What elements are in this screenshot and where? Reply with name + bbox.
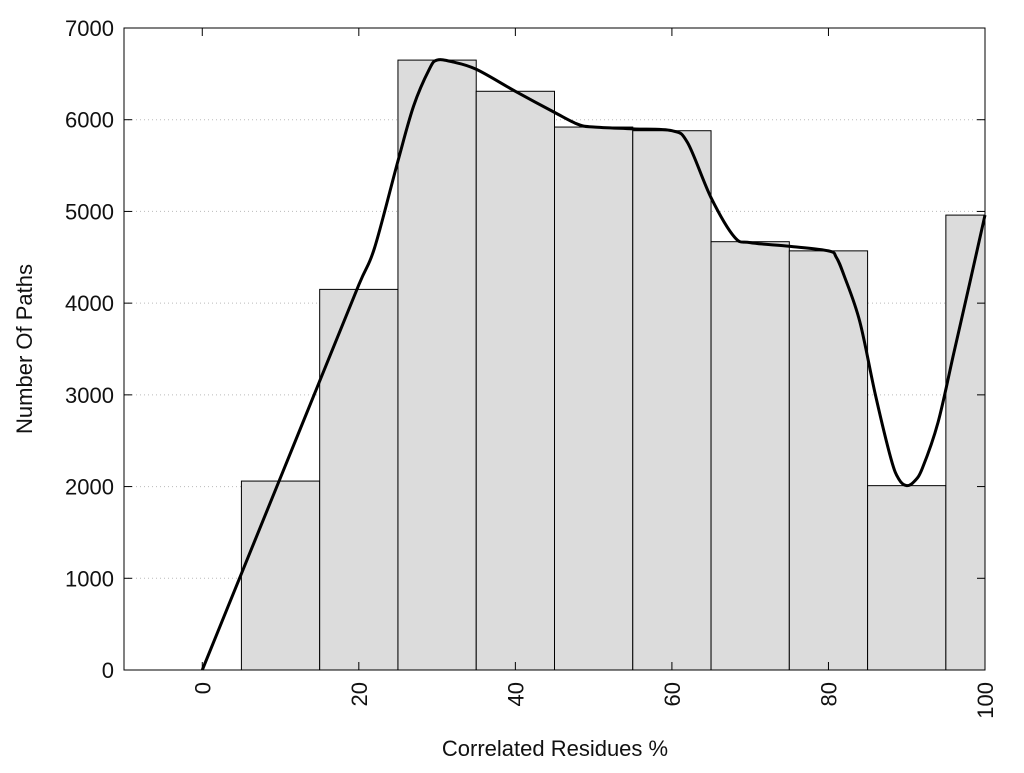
histogram-bar bbox=[475, 90, 555, 671]
histogram-bar bbox=[240, 480, 321, 671]
histogram-bar bbox=[710, 241, 790, 671]
y-axis-label: Number Of Paths bbox=[12, 264, 37, 434]
x-tick-label: 80 bbox=[816, 682, 841, 706]
y-tick-label: 7000 bbox=[65, 16, 114, 41]
x-tick-label: 60 bbox=[660, 682, 685, 706]
y-tick-label: 6000 bbox=[65, 108, 114, 133]
histogram-bar bbox=[319, 288, 399, 671]
y-tick-label: 2000 bbox=[65, 475, 114, 500]
histogram-bar bbox=[632, 130, 712, 671]
histogram-bar bbox=[867, 485, 947, 671]
y-tick-label: 0 bbox=[102, 658, 114, 683]
x-tick-label: 0 bbox=[190, 682, 215, 694]
y-tick-label: 5000 bbox=[65, 199, 114, 224]
bars-layer bbox=[240, 59, 986, 671]
line-layer bbox=[200, 58, 987, 671]
histogram-bar bbox=[945, 214, 986, 671]
y-tick-label: 3000 bbox=[65, 383, 114, 408]
x-axis-label: Correlated Residues % bbox=[442, 736, 668, 761]
trend-line bbox=[200, 58, 987, 671]
plot-frame bbox=[123, 27, 986, 671]
histogram-bar bbox=[397, 59, 477, 671]
x-tick-label: 100 bbox=[973, 682, 998, 719]
y-tick-label: 4000 bbox=[65, 291, 114, 316]
ticks-layer: 0 1000 2000 3000 4000 5000 6000 7000 0 20 40 60 80 10… bbox=[65, 16, 998, 719]
histogram-bar bbox=[554, 126, 634, 671]
y-tick-label: 1000 bbox=[65, 566, 114, 591]
x-tick-label: 40 bbox=[503, 682, 528, 706]
x-tick-label: 20 bbox=[347, 682, 372, 706]
histogram-bar bbox=[788, 250, 869, 671]
